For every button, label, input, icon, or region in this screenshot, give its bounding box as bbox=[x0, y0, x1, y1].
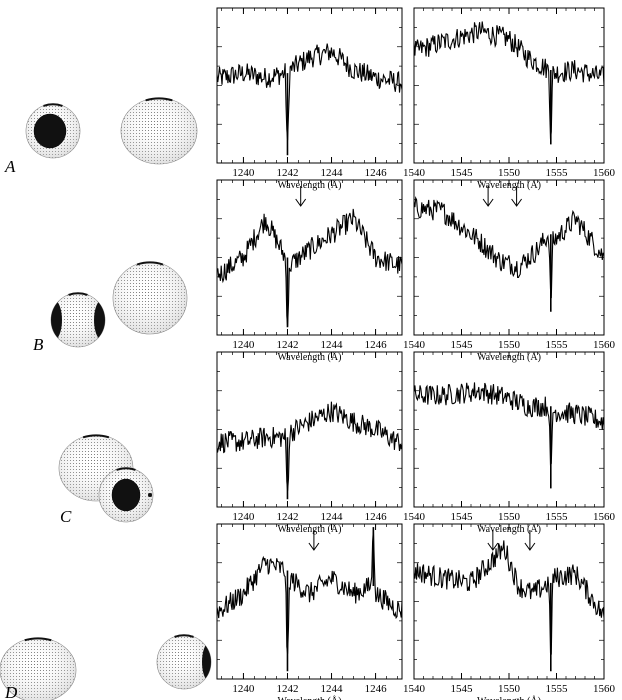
x-tick-label: 1555 bbox=[546, 339, 569, 351]
x-tick-label: 1242 bbox=[276, 511, 298, 523]
marker-arrow-head bbox=[511, 198, 523, 207]
x-tick-label: 1244 bbox=[321, 167, 344, 179]
starspot bbox=[202, 643, 211, 681]
marker-arrow-head bbox=[295, 198, 307, 207]
x-tick-label: 1242 bbox=[276, 683, 298, 695]
spectrum-panel-b-left: 1240 1242 1244 1246 Wavelength (Å) bbox=[216, 179, 403, 363]
starspot bbox=[111, 478, 141, 512]
spectrum-trace bbox=[414, 21, 604, 139]
starspot bbox=[94, 300, 105, 340]
x-tick-label: 1550 bbox=[498, 339, 521, 351]
spectrum-trace bbox=[217, 43, 402, 141]
row-labels: A B C D bbox=[4, 157, 72, 700]
spectrum-trace bbox=[414, 540, 604, 655]
x-tick-label: 1240 bbox=[232, 511, 255, 523]
marker-arrow-head bbox=[482, 198, 494, 207]
spectrum-panel-d-right: 1540 1545 1550 1555 1560 Wavelength (Å) bbox=[403, 523, 616, 700]
panel-frame bbox=[216, 351, 403, 508]
x-tick-label: 1240 bbox=[232, 167, 255, 179]
x-tick-label: 1550 bbox=[498, 511, 521, 523]
x-tick-label: 1555 bbox=[546, 683, 569, 695]
x-tick-label: 1242 bbox=[276, 339, 298, 351]
x-tick-label: 1244 bbox=[321, 683, 344, 695]
x-tick-label: 1545 bbox=[451, 683, 474, 695]
x-tick-label: 1246 bbox=[365, 339, 388, 351]
secondary-star-a bbox=[120, 97, 198, 165]
x-tick-label: 1560 bbox=[593, 683, 616, 695]
row-label-d: D bbox=[4, 683, 18, 700]
primary-star-c bbox=[98, 467, 154, 523]
row-label-b: B bbox=[33, 335, 44, 354]
panel-frame bbox=[216, 7, 403, 164]
row-label-c: C bbox=[60, 507, 72, 526]
starspot bbox=[51, 300, 62, 340]
x-tick-label: 1550 bbox=[498, 167, 521, 179]
x-tick-label: 1240 bbox=[232, 683, 255, 695]
x-tick-label: 1560 bbox=[593, 167, 616, 179]
x-axis-label: Wavelength (Å) bbox=[477, 695, 541, 700]
x-tick-label: 1540 bbox=[403, 339, 426, 351]
marker-arrow-head bbox=[524, 542, 536, 551]
x-tick-label: 1246 bbox=[365, 511, 388, 523]
x-axis-label: Wavelength (Å) bbox=[278, 523, 342, 535]
spectrum-panel-c-left: 1240 1242 1244 1246 Wavelength (Å) bbox=[216, 351, 403, 535]
x-axis-label: Wavelength (Å) bbox=[278, 351, 342, 363]
x-tick-label: 1550 bbox=[498, 683, 521, 695]
spectrum-trace bbox=[217, 208, 402, 327]
x-tick-label: 1242 bbox=[276, 167, 298, 179]
row-label-a: A bbox=[4, 157, 16, 176]
spectrum-panel-a-left: 1240 1242 1244 1246 Wavelength (Å) bbox=[216, 7, 403, 191]
marker-arrow-head bbox=[308, 542, 320, 551]
x-tick-label: 1545 bbox=[451, 511, 474, 523]
x-tick-label: 1540 bbox=[403, 511, 426, 523]
primary-star-a bbox=[25, 103, 81, 159]
x-tick-label: 1555 bbox=[546, 167, 569, 179]
primary-star-b bbox=[50, 292, 106, 348]
x-tick-label: 1246 bbox=[365, 167, 388, 179]
x-tick-label: 1244 bbox=[321, 339, 344, 351]
panel-frame bbox=[413, 7, 605, 164]
x-tick-label: 1240 bbox=[232, 339, 255, 351]
spectrum-trace bbox=[217, 401, 402, 491]
spectrum-trace bbox=[414, 196, 604, 299]
x-tick-label: 1555 bbox=[546, 511, 569, 523]
secondary-star-d bbox=[0, 637, 77, 700]
x-tick-label: 1545 bbox=[451, 339, 474, 351]
x-axis-label: Wavelength (Å) bbox=[278, 695, 342, 700]
x-tick-label: 1560 bbox=[593, 511, 616, 523]
binary-star-models bbox=[0, 97, 212, 700]
panel-frame bbox=[413, 351, 605, 508]
spectrum-trace bbox=[414, 382, 604, 466]
spectrum-trace bbox=[217, 529, 402, 654]
marker-arrow-head bbox=[487, 542, 499, 551]
x-tick-label: 1545 bbox=[451, 167, 474, 179]
x-tick-label: 1540 bbox=[403, 683, 426, 695]
x-tick-label: 1244 bbox=[321, 511, 344, 523]
spectrum-panel-d-left: 1240 1242 1244 1246 Wavelength (Å) bbox=[216, 523, 403, 700]
panel-frame bbox=[413, 523, 605, 680]
x-axis-label: Wavelength (Å) bbox=[278, 179, 342, 191]
x-tick-label: 1246 bbox=[365, 683, 388, 695]
x-tick-label: 1560 bbox=[593, 339, 616, 351]
primary-star-d bbox=[156, 634, 212, 690]
secondary-star-b bbox=[112, 261, 188, 335]
starspot bbox=[33, 113, 67, 149]
x-tick-label: 1540 bbox=[403, 167, 426, 179]
